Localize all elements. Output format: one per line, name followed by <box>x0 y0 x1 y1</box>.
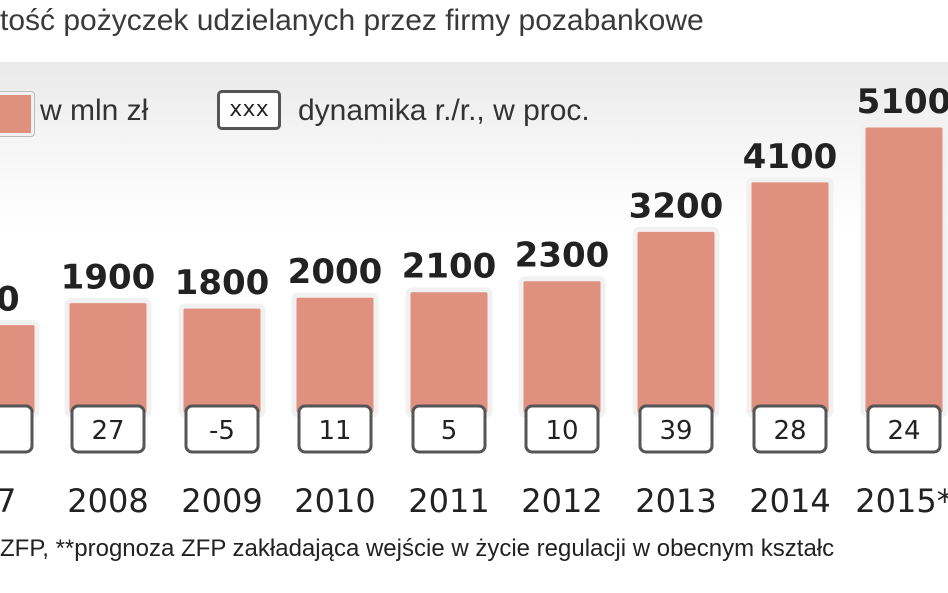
yoy-badge <box>638 404 714 454</box>
yoy-badge-label: 10 <box>545 416 578 446</box>
category-label: 2008 <box>67 482 148 520</box>
bar <box>746 177 834 418</box>
legend-badge-label: dynamika r./r., w proc. <box>298 94 590 127</box>
yoy-badge <box>0 404 34 454</box>
yoy-badge-label: 27 <box>91 416 124 446</box>
yoy-badge-label: 39 <box>659 416 692 446</box>
bar <box>0 320 40 418</box>
source-footnote: ZFP, **prognoza ZFP zakładająca wejście … <box>0 535 835 562</box>
yoy-badge <box>411 404 487 454</box>
bar <box>405 287 493 418</box>
bar-value-label: 2100 <box>402 247 497 287</box>
yoy-badge-label: 11 <box>318 416 351 446</box>
bar-value-label: 4100 <box>743 137 838 177</box>
bar-value-label: 3200 <box>629 186 724 226</box>
category-label: 2014 <box>749 482 830 520</box>
bar <box>64 298 152 418</box>
yoy-badge-label: 28 <box>773 416 806 446</box>
yoy-badge-label: 5 <box>441 416 458 446</box>
category-label: 2009 <box>181 482 262 520</box>
category-label: 2015* <box>855 482 948 520</box>
bar <box>860 122 948 418</box>
yoy-badge-label: 24 <box>887 416 920 446</box>
yoy-badge-label: -5 <box>209 416 235 446</box>
bar <box>291 292 379 418</box>
chart-title: tość pożyczek udzielanych przez firmy po… <box>0 4 704 37</box>
bar-value-label: 5100 <box>857 82 948 122</box>
legend-badge-sample: xxx <box>217 90 281 130</box>
bar <box>178 303 266 418</box>
yoy-badge <box>866 404 942 454</box>
bar-value-label: 00 <box>0 280 20 320</box>
bar <box>518 276 606 418</box>
legend-bar-swatch <box>0 92 34 136</box>
bar-value-label: 2000 <box>288 252 383 292</box>
yoy-badge <box>297 404 373 454</box>
bar-value-label: 1800 <box>175 263 270 303</box>
yoy-badge <box>70 404 146 454</box>
bar-value-label: 1900 <box>61 258 156 298</box>
category-label: 07 <box>0 482 16 520</box>
category-label: 2012 <box>521 482 602 520</box>
bar-value-label: 2300 <box>515 236 610 276</box>
yoy-badge <box>524 404 600 454</box>
category-label: 2011 <box>408 482 489 520</box>
yoy-badge <box>752 404 828 454</box>
category-label: 2010 <box>294 482 375 520</box>
yoy-badge <box>184 404 260 454</box>
category-label: 2013 <box>635 482 716 520</box>
legend-bar-label: w mln zł <box>40 94 149 127</box>
bar <box>632 226 720 418</box>
